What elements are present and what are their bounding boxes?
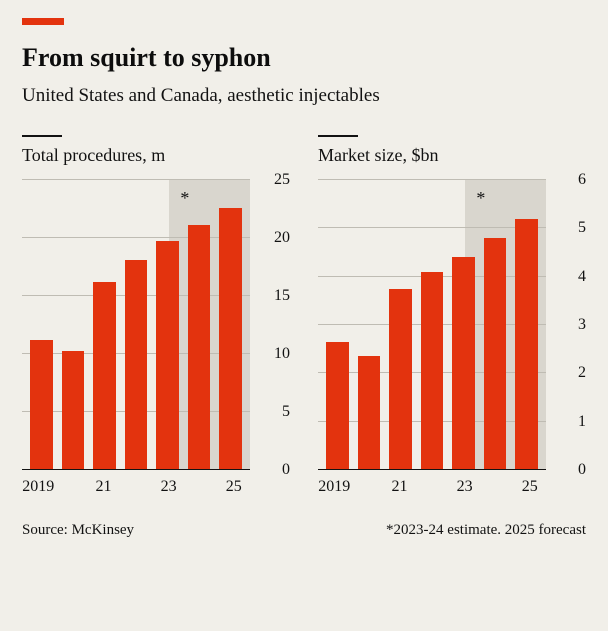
source-text: Source: McKinsey xyxy=(22,522,134,539)
x-tick-label: 25 xyxy=(217,478,250,496)
footnote-marker: * xyxy=(180,188,189,209)
bar xyxy=(358,356,381,470)
x-tick-label xyxy=(351,478,384,496)
bar-column xyxy=(353,180,384,470)
bar xyxy=(389,289,412,470)
bar xyxy=(93,282,116,470)
y-tick-label: 0 xyxy=(550,461,586,479)
bar xyxy=(188,225,211,470)
bar-column xyxy=(57,180,88,470)
panel-title: Market size, $bn xyxy=(318,145,586,166)
bar-column xyxy=(416,180,447,470)
panel-title: Total procedures, m xyxy=(22,145,290,166)
chart-panel-0: Total procedures, m0510152025*2019212325 xyxy=(22,135,290,496)
y-tick-label: 3 xyxy=(550,316,586,334)
y-tick-label: 2 xyxy=(550,364,586,382)
bar-column xyxy=(152,180,183,470)
y-tick-label: 5 xyxy=(254,403,290,421)
x-tick-label: 2019 xyxy=(318,478,351,496)
panel-rule xyxy=(22,135,62,137)
bar-column xyxy=(183,180,214,470)
panel-rule xyxy=(318,135,358,137)
bar-column xyxy=(448,180,479,470)
y-tick-label: 10 xyxy=(254,345,290,363)
plot-area: 0123456* xyxy=(318,180,586,470)
x-tick-label: 21 xyxy=(87,478,120,496)
bar xyxy=(62,351,85,470)
x-tick-label xyxy=(185,478,218,496)
y-tick-label: 0 xyxy=(254,461,290,479)
bar-column xyxy=(511,180,542,470)
footnote-marker: * xyxy=(476,188,485,209)
y-tick-label: 20 xyxy=(254,229,290,247)
x-axis: 2019 21 23 25 xyxy=(22,478,290,496)
x-tick-label: 23 xyxy=(448,478,481,496)
x-tick-label: 2019 xyxy=(22,478,55,496)
y-tick-label: 6 xyxy=(550,171,586,189)
chart-footer: Source: McKinsey *2023-24 estimate. 2025… xyxy=(22,522,586,539)
bar-column xyxy=(215,180,246,470)
footnote-text: *2023-24 estimate. 2025 forecast xyxy=(386,522,586,539)
bars-group xyxy=(322,180,542,470)
bar-column xyxy=(120,180,151,470)
y-tick-label: 15 xyxy=(254,287,290,305)
chart-title: From squirt to syphon xyxy=(22,43,586,73)
x-tick-label: 23 xyxy=(152,478,185,496)
bar xyxy=(515,219,538,470)
bar-column xyxy=(26,180,57,470)
charts-row: Total procedures, m0510152025*2019212325… xyxy=(22,135,586,496)
bar xyxy=(452,257,475,470)
x-tick-label: 25 xyxy=(513,478,546,496)
chart-subtitle: United States and Canada, aesthetic inje… xyxy=(22,85,586,107)
bar-column xyxy=(479,180,510,470)
y-tick-label: 25 xyxy=(254,171,290,189)
bar xyxy=(484,238,507,470)
bar-column xyxy=(385,180,416,470)
bar-column xyxy=(89,180,120,470)
x-axis: 2019 21 23 25 xyxy=(318,478,586,496)
x-tick-label: 21 xyxy=(383,478,416,496)
bar xyxy=(156,241,179,470)
x-tick-label xyxy=(416,478,449,496)
plot-inner: 0510152025* xyxy=(22,180,250,470)
bar xyxy=(219,208,242,470)
chart-panel-1: Market size, $bn0123456*2019212325 xyxy=(318,135,586,496)
bars-group xyxy=(26,180,246,470)
bar xyxy=(125,260,148,470)
plot-area: 0510152025* xyxy=(22,180,290,470)
y-tick-label: 4 xyxy=(550,268,586,286)
bar xyxy=(326,342,349,470)
baseline xyxy=(22,469,250,471)
chart-container: From squirt to syphon United States and … xyxy=(0,0,608,553)
y-tick-label: 5 xyxy=(550,219,586,237)
bar-column xyxy=(322,180,353,470)
bar xyxy=(30,340,53,470)
x-tick-label xyxy=(120,478,153,496)
bar xyxy=(421,272,444,470)
plot-inner: 0123456* xyxy=(318,180,546,470)
x-tick-label xyxy=(481,478,514,496)
accent-rule xyxy=(22,18,64,25)
baseline xyxy=(318,469,546,471)
x-tick-label xyxy=(55,478,88,496)
y-tick-label: 1 xyxy=(550,413,586,431)
